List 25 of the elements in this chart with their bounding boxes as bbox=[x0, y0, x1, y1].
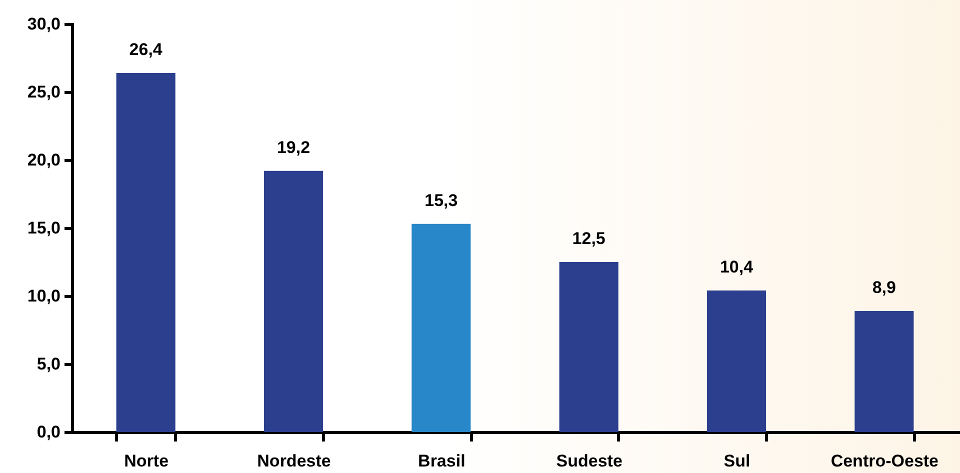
y-tick-label: 5,0 bbox=[36, 354, 60, 374]
data-label: 12,5 bbox=[572, 229, 606, 248]
y-tick-label: 30,0 bbox=[27, 14, 60, 34]
x-tick-label: Sul bbox=[724, 452, 750, 470]
y-tick-label: 25,0 bbox=[27, 82, 60, 102]
bar bbox=[412, 224, 471, 432]
x-tick-label: Nordeste bbox=[257, 452, 331, 470]
bar bbox=[264, 170, 324, 432]
data-label: 15,3 bbox=[424, 190, 458, 210]
data-label: 8,9 bbox=[872, 278, 896, 297]
y-tick-label: 10,0 bbox=[27, 286, 60, 306]
y-tick-label: 0,0 bbox=[36, 422, 60, 442]
bar bbox=[559, 262, 618, 432]
bar bbox=[116, 72, 176, 432]
bar bbox=[854, 310, 914, 432]
y-tick-label: 15,0 bbox=[27, 218, 60, 238]
data-label: 26,4 bbox=[129, 40, 163, 59]
bar bbox=[706, 290, 766, 432]
x-tick-label: Norte bbox=[124, 452, 169, 470]
y-tick-label: 20,0 bbox=[27, 150, 60, 170]
x-tick-label: Brasil bbox=[418, 452, 466, 470]
data-label: 19,2 bbox=[276, 138, 310, 157]
x-tick-label: Centro-Oeste bbox=[830, 452, 939, 470]
data-label: 10,4 bbox=[720, 258, 754, 277]
x-tick-label: Sudeste bbox=[556, 452, 622, 470]
